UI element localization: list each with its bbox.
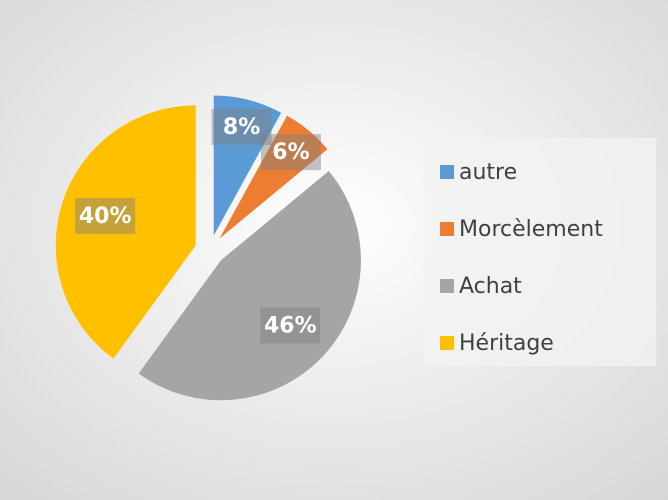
data-label: 40%: [79, 204, 132, 229]
pie-slice: [138, 171, 361, 401]
legend-label: autre: [459, 160, 517, 185]
pie-slice: [219, 115, 328, 239]
legend-label: Achat: [459, 274, 522, 299]
data-label-box: [260, 134, 321, 171]
legend-swatch: [440, 336, 454, 350]
legend-swatch: [440, 279, 454, 293]
data-label-box: [75, 197, 136, 234]
legend-label: Héritage: [459, 331, 554, 356]
legend-box: [424, 138, 656, 366]
data-label: 6%: [272, 140, 309, 165]
data-label-box: [260, 307, 321, 344]
pie-slice: [213, 95, 282, 236]
pie-slice: [55, 105, 196, 359]
legend-swatch: [440, 165, 454, 179]
legend-label: Morcèlement: [459, 217, 603, 242]
legend-swatch: [440, 222, 454, 236]
data-label: 46%: [264, 313, 317, 338]
data-label-box: [211, 108, 272, 145]
data-label: 8%: [223, 115, 260, 140]
